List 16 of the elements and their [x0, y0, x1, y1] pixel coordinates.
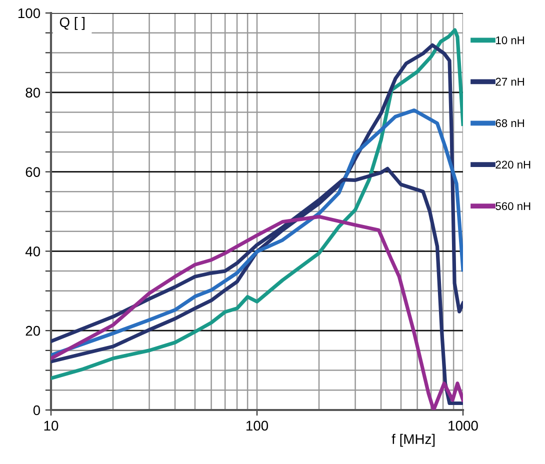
- legend-label: 68 nH: [496, 119, 524, 128]
- y-tick-label: 60: [26, 167, 40, 177]
- x-tick-label: 1000: [448, 420, 478, 431]
- y-tick-label: 100: [18, 8, 40, 18]
- legend-label: 10 nH: [496, 36, 524, 44]
- y-tick-label: 20: [26, 326, 40, 336]
- x-tick-label: 100: [246, 420, 268, 431]
- y-tick-label: 0: [33, 405, 40, 416]
- legend-label: 560 nH: [496, 202, 530, 210]
- y-tick-label: 40: [25, 246, 40, 256]
- legend-label: 220 nH: [496, 160, 530, 169]
- x-tick-label: 10: [44, 420, 58, 431]
- y-tick-label: 80: [26, 88, 40, 98]
- y-axis-title: Q [ ]: [60, 16, 84, 30]
- x-axis-title: f [MHz]: [392, 434, 435, 447]
- legend-label: 27 nH: [496, 78, 524, 86]
